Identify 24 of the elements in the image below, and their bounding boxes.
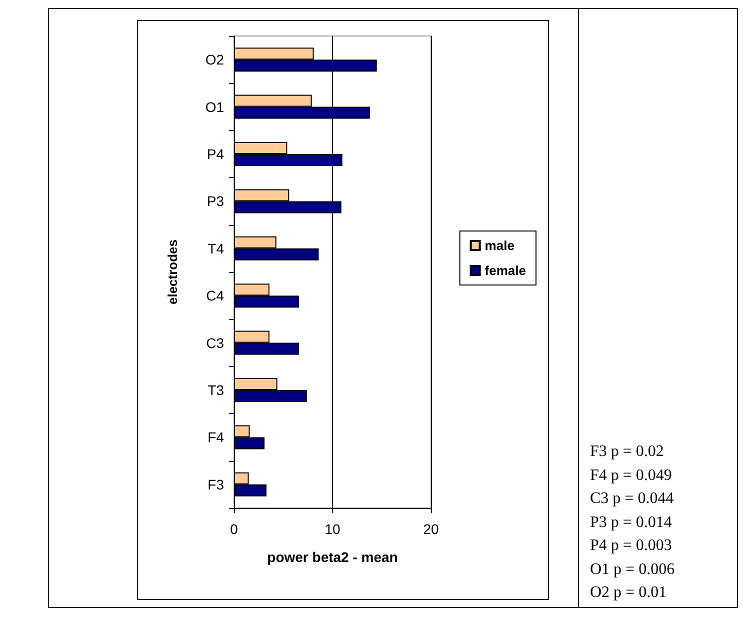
text: O1 p = 0.006: [590, 560, 675, 580]
y-tick-label: F4: [208, 429, 224, 446]
y-tick-label: T3: [208, 382, 224, 398]
y-tick-label: C4: [206, 288, 224, 304]
text: F3 p = 0.02: [590, 442, 665, 462]
x-axis-title: power beta2 - mean: [267, 549, 398, 565]
x-tick-label: 0: [230, 521, 238, 537]
x-tick-label: 10: [324, 521, 340, 537]
y-tick-label: F3: [208, 476, 224, 492]
legend-label: female: [484, 263, 526, 278]
text: P3 p = 0.014: [590, 512, 673, 532]
y-tick-label: O2: [205, 52, 224, 68]
y-tick-label: O1: [205, 98, 224, 115]
y-tick-label: P4: [206, 146, 224, 162]
text: F4 p = 0.049: [590, 466, 673, 486]
y-tick-label: T4: [208, 240, 224, 256]
text: P4 p = 0.003: [590, 536, 673, 556]
x-tick-label: 20: [423, 521, 439, 537]
y-axis-title: electrodes: [165, 239, 180, 305]
legend-label: male: [484, 238, 514, 253]
text: O2 p = 0.01: [590, 583, 668, 603]
text: C3 p = 0.044: [590, 489, 675, 509]
y-tick-label: C3: [206, 334, 224, 351]
y-tick-label: P3: [206, 193, 224, 210]
